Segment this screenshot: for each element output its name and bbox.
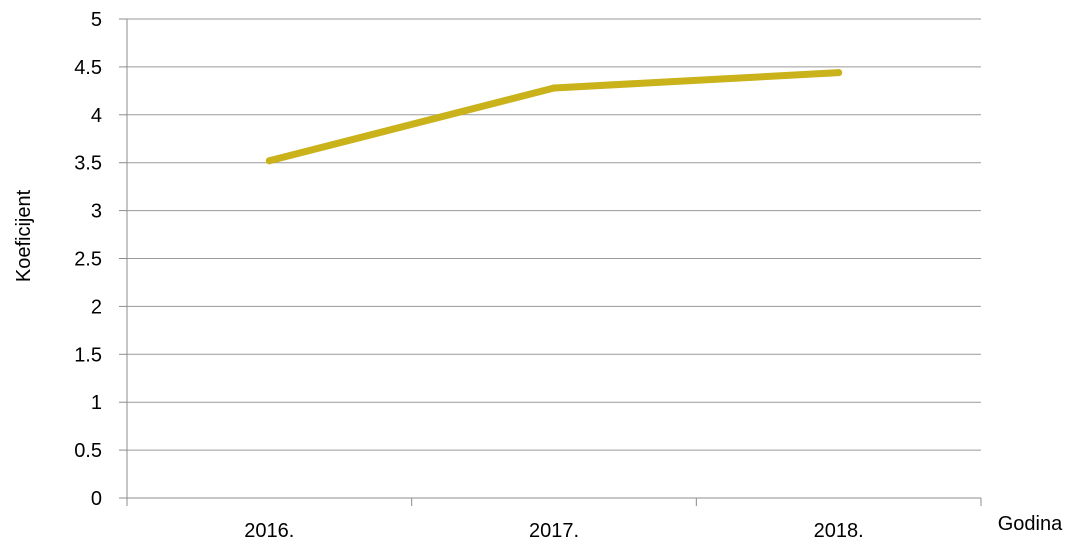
y-tick-label: 2.5 — [74, 249, 102, 271]
axes — [119, 18, 982, 506]
x-tick-label: 2018. — [814, 520, 864, 542]
series-layer — [265, 69, 843, 165]
data-point — [265, 157, 273, 165]
y-tick-label: 5 — [91, 9, 102, 31]
y-tick-label: 2 — [91, 296, 102, 318]
x-tick-label: 2016. — [244, 520, 294, 542]
y-tick-label: 4.5 — [74, 57, 102, 79]
y-tick-labels: 0 0.5 1 1.5 2 2.5 3 3.5 4 4.5 5 — [74, 9, 102, 510]
gridlines — [127, 18, 981, 451]
y-axis-title: Koeficijent — [13, 189, 35, 282]
y-tick-label: 0 — [91, 488, 102, 510]
x-tick-label: 2017. — [529, 520, 579, 542]
y-tick-label: 3.5 — [74, 153, 102, 175]
x-axis-title: Godina — [998, 513, 1063, 535]
y-tick-label: 0.5 — [74, 440, 102, 462]
data-point — [550, 84, 558, 92]
y-tick-label: 4 — [91, 105, 102, 127]
y-tick-label: 1.5 — [74, 344, 102, 366]
data-point — [835, 69, 843, 77]
y-tick-label: 3 — [91, 201, 102, 223]
y-tick-label: 1 — [91, 392, 102, 414]
x-tick-labels: 2016. 2017. 2018. — [244, 520, 863, 542]
